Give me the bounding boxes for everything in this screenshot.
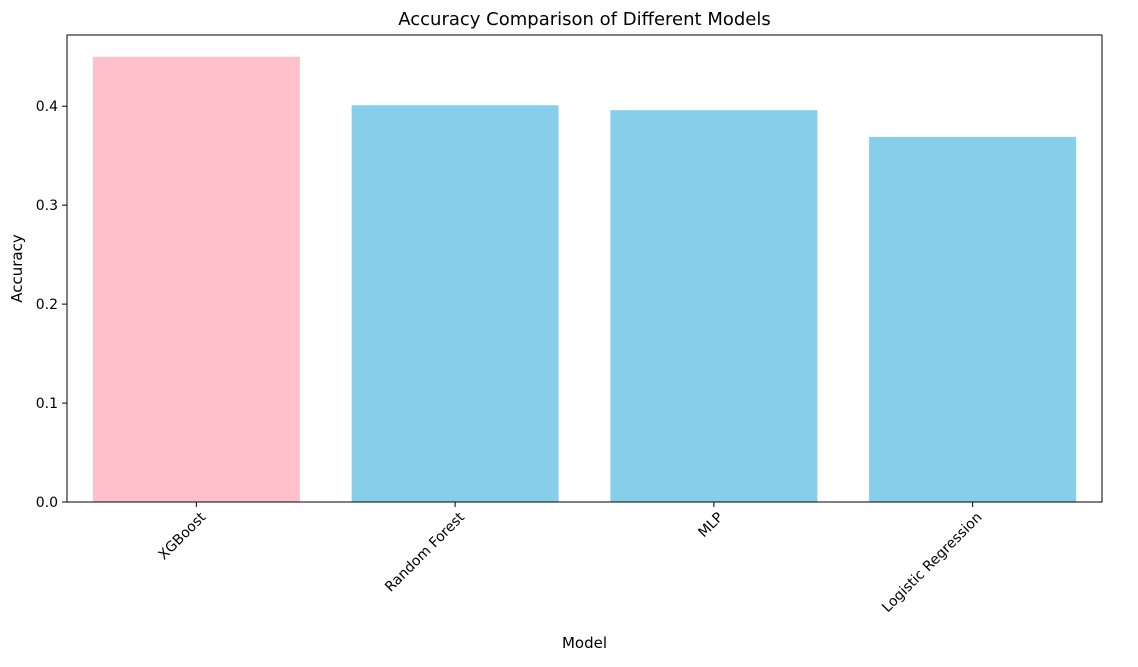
y-tick-label: 0.2 xyxy=(36,297,58,313)
bar-random-forest xyxy=(351,105,559,503)
chart-title: Accuracy Comparison of Different Models xyxy=(398,9,771,30)
bar-xgboost xyxy=(92,56,300,503)
bar-mlp xyxy=(610,110,818,502)
bars-group xyxy=(92,56,1077,503)
x-tick-label: XGBoost xyxy=(155,509,209,563)
y-axis-ticks: 0.0 0.1 0.2 0.3 0.4 xyxy=(36,99,67,511)
y-tick-label: 0.4 xyxy=(36,99,58,115)
y-tick-label: 0.1 xyxy=(36,396,58,412)
plot-frame xyxy=(66,34,1103,503)
bar-logistic-regression xyxy=(869,136,1077,502)
y-tick-label: 0.3 xyxy=(36,198,58,214)
y-tick-label: 0.0 xyxy=(36,495,58,511)
x-tick-label: Logistic Regression xyxy=(879,510,985,616)
x-tick-label: Random Forest xyxy=(382,509,468,595)
x-axis-ticks: XGBoost Random Forest MLP Logistic Regressi… xyxy=(155,502,985,616)
y-axis-label: Accuracy xyxy=(8,234,26,303)
x-axis-label: Model xyxy=(562,634,607,652)
x-tick-label: MLP xyxy=(695,510,726,541)
